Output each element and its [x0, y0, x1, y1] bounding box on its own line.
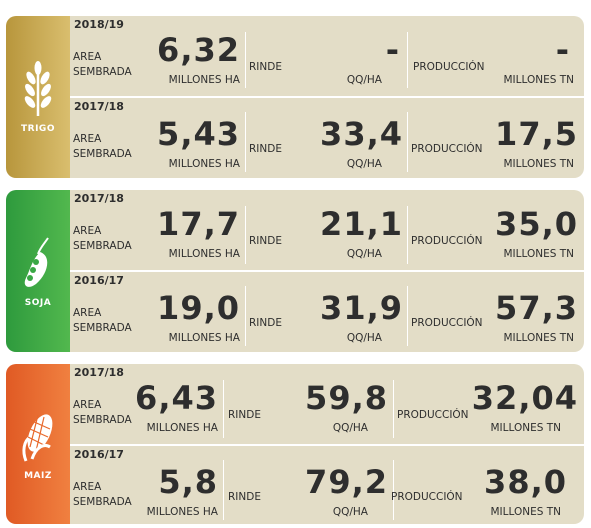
rinde-unit: QQ/HA	[332, 422, 368, 434]
rinde-value: 79,2	[305, 463, 388, 501]
produccion-label: PRODUCCIÓN	[413, 61, 485, 73]
produccion-unit: MILLONES TN	[503, 248, 574, 260]
area-label: AREA SEMBRADA	[73, 307, 132, 334]
column-divider	[223, 460, 224, 520]
area-value: 5,43	[157, 115, 240, 153]
column-divider	[407, 206, 408, 264]
soybean-icon	[24, 237, 49, 287]
season-row: 2016/17 AREA SEMBRADA 5,8 MILLONES HA RIN…	[70, 444, 584, 524]
corn-icon	[22, 414, 53, 462]
column-divider	[223, 380, 224, 438]
column-divider	[407, 286, 408, 346]
crop-rows: 2018/19 AREA SEMBRADA 6,32 MILLONES HA RI…	[70, 16, 584, 178]
produccion-value: 17,5	[495, 115, 578, 153]
area-value: 17,7	[157, 205, 240, 243]
column-divider	[407, 112, 408, 172]
column-divider	[393, 460, 394, 520]
rinde-unit: QQ/HA	[332, 506, 368, 518]
season-row: 2018/19 AREA SEMBRADA 6,32 MILLONES HA RI…	[70, 16, 584, 96]
produccion-label: PRODUCCIÓN	[411, 143, 483, 155]
crop-badge-trigo: TRIGO	[6, 16, 70, 178]
area-unit: MILLONES HA	[168, 332, 240, 344]
area-label: AREA SEMBRADA	[73, 133, 132, 160]
produccion-value: -	[555, 31, 570, 69]
rinde-value: 33,4	[320, 115, 403, 153]
crop-card-trigo: TRIGO 2018/19 AREA SEMBRADA 6,32 MILLONES…	[6, 16, 584, 178]
column-divider	[245, 206, 246, 264]
column-divider	[245, 112, 246, 172]
crop-rows: 2017/18 AREA SEMBRADA 17,7 MILLONES HA RI…	[70, 190, 584, 352]
rinde-label: RINDE	[249, 235, 282, 247]
produccion-label: PRODUCCIÓN	[397, 409, 469, 421]
season-row: 2017/18 AREA SEMBRADA 5,43 MILLONES HA RI…	[70, 96, 584, 178]
rinde-label: RINDE	[249, 317, 282, 329]
area-unit: MILLONES HA	[168, 248, 240, 260]
produccion-value: 35,0	[495, 205, 578, 243]
area-value: 19,0	[157, 289, 240, 327]
produccion-label: PRODUCCIÓN	[391, 491, 463, 503]
crop-badge-maiz: MAIZ	[6, 364, 70, 524]
column-divider	[245, 32, 246, 88]
area-unit: MILLONES HA	[168, 158, 240, 170]
season-row: 2016/17 AREA SEMBRADA 19,0 MILLONES HA RI…	[70, 270, 584, 352]
rinde-label: RINDE	[228, 491, 261, 503]
produccion-value: 32,04	[471, 379, 578, 417]
produccion-unit: MILLONES TN	[490, 506, 561, 518]
season-row: 2017/18 AREA SEMBRADA 6,43 MILLONES HA RI…	[70, 364, 584, 444]
column-divider	[393, 380, 394, 438]
area-label: AREA SEMBRADA	[73, 399, 132, 426]
rinde-value: -	[385, 31, 400, 69]
season-label: 2017/18	[74, 366, 124, 379]
produccion-unit: MILLONES TN	[503, 74, 574, 86]
wheat-icon	[24, 61, 52, 116]
area-unit: MILLONES HA	[168, 74, 240, 86]
crop-name: SOJA	[24, 298, 52, 308]
rinde-label: RINDE	[228, 409, 261, 421]
area-value: 6,43	[135, 379, 218, 417]
area-label: AREA SEMBRADA	[73, 51, 132, 78]
season-label: 2018/19	[74, 18, 124, 31]
rinde-value: 21,1	[320, 205, 403, 243]
produccion-unit: MILLONES TN	[503, 158, 574, 170]
rinde-value: 59,8	[305, 379, 388, 417]
rinde-unit: QQ/HA	[346, 332, 382, 344]
column-divider	[245, 286, 246, 346]
crop-card-soja: SOJA 2017/18 AREA SEMBRADA 17,7 MILLONES …	[6, 190, 584, 352]
season-row: 2017/18 AREA SEMBRADA 17,7 MILLONES HA RI…	[70, 190, 584, 270]
season-label: 2016/17	[74, 274, 124, 287]
produccion-unit: MILLONES TN	[490, 422, 561, 434]
area-unit: MILLONES HA	[146, 422, 218, 434]
rinde-value: 31,9	[320, 289, 403, 327]
area-label: AREA SEMBRADA	[73, 225, 132, 252]
area-value: 6,32	[157, 31, 240, 69]
rinde-unit: QQ/HA	[346, 74, 382, 86]
produccion-label: PRODUCCIÓN	[411, 317, 483, 329]
crop-name: TRIGO	[21, 124, 55, 134]
rinde-label: RINDE	[249, 143, 282, 155]
area-label: AREA SEMBRADA	[73, 481, 132, 508]
produccion-value: 38,0	[484, 463, 567, 501]
column-divider	[407, 32, 408, 88]
rinde-unit: QQ/HA	[346, 248, 382, 260]
area-unit: MILLONES HA	[146, 506, 218, 518]
rinde-unit: QQ/HA	[346, 158, 382, 170]
season-label: 2016/17	[74, 448, 124, 461]
crop-badge-soja: SOJA	[6, 190, 70, 352]
produccion-value: 57,3	[495, 289, 578, 327]
crop-rows: 2017/18 AREA SEMBRADA 6,43 MILLONES HA RI…	[70, 364, 584, 524]
crop-name: MAIZ	[24, 471, 52, 481]
rinde-label: RINDE	[249, 61, 282, 73]
season-label: 2017/18	[74, 100, 124, 113]
crop-card-maiz: MAIZ 2017/18 AREA SEMBRADA 6,43 MILLONES …	[6, 364, 584, 524]
produccion-unit: MILLONES TN	[503, 332, 574, 344]
produccion-label: PRODUCCIÓN	[411, 235, 483, 247]
season-label: 2017/18	[74, 192, 124, 205]
area-value: 5,8	[158, 463, 218, 501]
